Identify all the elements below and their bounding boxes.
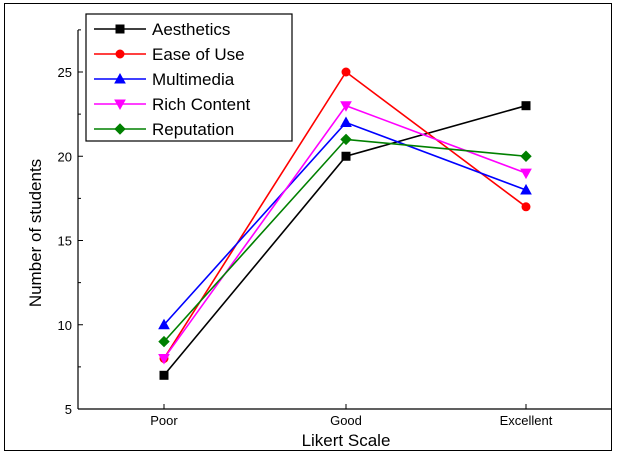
legend-entry: Rich Content [94, 95, 251, 114]
data-point [340, 101, 352, 112]
data-point [521, 101, 531, 111]
data-point [159, 370, 169, 380]
legend-label: Multimedia [152, 70, 235, 89]
x-axis-title: Likert Scale [302, 431, 391, 450]
legend-entry: Aesthetics [94, 20, 230, 39]
legend-label: Ease of Use [152, 45, 245, 64]
data-point [341, 151, 351, 161]
series-layer [158, 67, 532, 380]
data-point [520, 183, 532, 195]
series-aesthetics [159, 101, 531, 380]
x-tick-label: Excellent [500, 413, 553, 428]
data-point [115, 24, 125, 34]
data-point [521, 202, 531, 212]
data-point [114, 72, 126, 84]
data-point [340, 133, 352, 146]
legend-entry: Ease of Use [94, 45, 245, 64]
legend-entry: Reputation [94, 120, 234, 139]
series-line [163, 104, 527, 376]
legend-label: Rich Content [152, 95, 251, 114]
legend-label: Reputation [152, 120, 234, 139]
data-point [158, 335, 170, 348]
data-point [114, 123, 126, 135]
y-tick-label: 10 [58, 318, 72, 333]
data-point [520, 168, 532, 180]
y-tick-label: 25 [58, 65, 72, 80]
y-tick-label: 5 [65, 402, 72, 417]
data-point [114, 99, 126, 111]
data-point [115, 49, 125, 59]
legend-label: Aesthetics [152, 20, 230, 39]
x-tick-label: Poor [150, 413, 178, 428]
y-tick-label: 20 [58, 149, 72, 164]
x-tick-label: Good [330, 413, 362, 428]
data-point [520, 150, 532, 162]
data-point [158, 318, 170, 330]
legend: Aesthetics Ease of Use Multimedia Rich Cont… [85, 13, 293, 142]
data-point [158, 353, 170, 365]
y-axis-title: Number of students [26, 159, 45, 307]
y-tick-label: 15 [58, 234, 72, 249]
data-point [341, 67, 351, 77]
data-point [340, 116, 352, 128]
legend-entry: Multimedia [94, 70, 235, 89]
axes: 5 10 15 20 25 Poor Good Excellent [58, 29, 612, 428]
series-multimedia [158, 116, 532, 330]
series-reputation [158, 133, 532, 348]
